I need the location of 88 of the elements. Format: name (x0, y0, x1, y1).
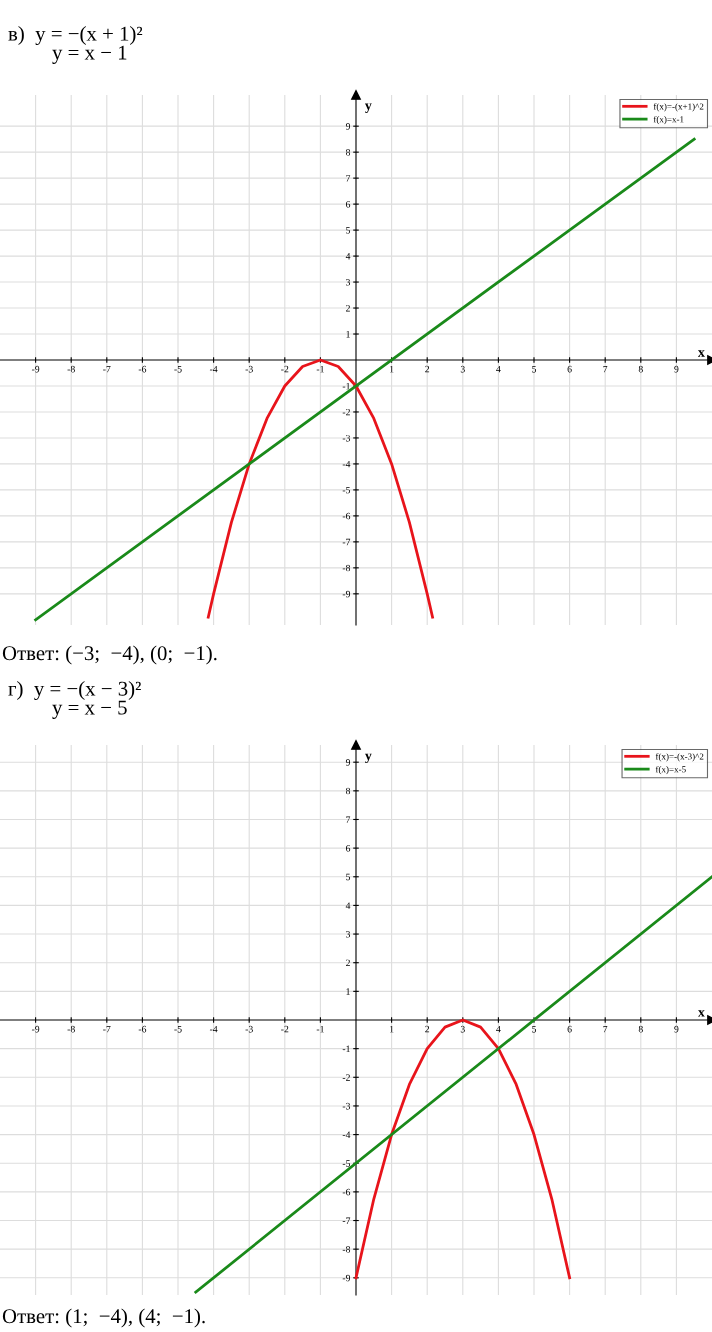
y-tick-label: 7 (346, 175, 351, 182)
y-tick-label: 2 (346, 304, 350, 312)
x-tick-label: -8 (67, 365, 75, 373)
y-tick-label: -2 (342, 408, 350, 416)
x-tick-label: 7 (603, 1025, 608, 1033)
x-tick-label: -6 (138, 1025, 147, 1033)
y-tick-label: 8 (345, 149, 351, 156)
x-tick-label: 9 (674, 365, 679, 373)
text: Ответ: (−3; −4), (0; −1). (2, 645, 217, 665)
y-tick-label: 3 (346, 278, 351, 286)
y-tick-label: -5 (342, 486, 351, 494)
y-tick-label: 7 (346, 816, 351, 823)
x-tick-label: 7 (603, 365, 608, 373)
y-tick-label: 9 (345, 759, 351, 766)
x-tick-label: -5 (174, 365, 182, 373)
y-tick-label: -1 (342, 1045, 350, 1053)
y-tick-label: -8 (342, 1246, 351, 1253)
y-axis-title: y (365, 103, 372, 113)
y-tick-label: -7 (342, 538, 351, 546)
x-tick-label: -2 (281, 365, 289, 373)
x-tick-label: -4 (209, 365, 218, 373)
x-tick-label: 9 (674, 1025, 679, 1033)
x-tick-label: -3 (245, 1025, 253, 1033)
x-tick-label: 2 (425, 365, 430, 373)
y-tick-label: -5 (342, 1160, 351, 1167)
x-axis-title: x (697, 350, 705, 357)
y-tick-label: -2 (342, 1074, 350, 1081)
chart-title: в) y = −(x + 1)² (8, 26, 143, 45)
x-tick-label: -7 (103, 1025, 111, 1033)
chart-subtitle: y = x − 5 (52, 700, 127, 719)
x-tick-label: -8 (67, 1025, 75, 1033)
x-tick-label: 8 (638, 365, 643, 373)
x-tick-label: -1 (316, 365, 324, 373)
y-tick-label: -3 (342, 1102, 351, 1110)
y-tick-label: 3 (346, 931, 351, 938)
y-tick-label: 5 (346, 873, 351, 881)
y-tick-label: 6 (346, 845, 351, 852)
x-tick-label: 8 (638, 1025, 643, 1033)
x-tick-label: -2 (281, 1025, 289, 1033)
y-tick-label: -4 (342, 460, 351, 468)
y-tick-label: -6 (342, 512, 351, 520)
x-tick-label: 3 (460, 1025, 465, 1033)
legend-label: f(x)=x-5 (655, 765, 686, 775)
y-tick-label: 1 (346, 988, 350, 995)
x-tick-label: 5 (532, 1025, 537, 1033)
text: Ответ: (1; −4), (4; −1). (2, 1308, 205, 1328)
y-tick-label: -8 (342, 564, 351, 572)
x-tick-label: 1 (390, 365, 394, 373)
x-tick-label: 2 (425, 1025, 430, 1033)
y-tick-label: -1 (342, 382, 350, 390)
x-axis-title: x (697, 1010, 705, 1017)
chart-subtitle: y = x − 1 (52, 45, 127, 64)
x-tick-label: 1 (390, 1025, 394, 1033)
y-tick-label: -4 (342, 1131, 351, 1138)
y-tick-label: 2 (346, 959, 350, 967)
x-tick-label: 4 (496, 365, 501, 373)
x-tick-label: -1 (316, 1025, 324, 1033)
y-tick-label: -9 (342, 590, 351, 598)
x-tick-label: 4 (496, 1025, 501, 1033)
x-tick-label: -4 (209, 1025, 218, 1033)
x-tick-label: 6 (567, 1025, 572, 1033)
line-series (206, 358, 434, 619)
y-tick-label: 1 (346, 330, 350, 338)
legend-label: f(x)=x-1 (653, 115, 684, 125)
y-axis-title: y (365, 753, 372, 764)
y-tick-label: -9 (342, 1274, 351, 1282)
x-tick-label: -7 (103, 365, 111, 373)
x-tick-label: -6 (138, 365, 147, 373)
chart-title: г) y = −(x − 3)² (8, 681, 141, 700)
y-tick-label: -6 (342, 1188, 351, 1196)
x-tick-label: -3 (245, 365, 253, 373)
x-tick-label: -5 (174, 1025, 182, 1033)
y-tick-label: -7 (342, 1217, 351, 1224)
line-series (354, 1018, 571, 1280)
x-tick-label: -9 (31, 365, 40, 373)
x-tick-label: -9 (31, 1025, 40, 1033)
x-tick-label: 3 (460, 365, 465, 373)
y-tick-label: 4 (345, 902, 351, 909)
legend-label: f(x)=-(x-3)^2 (655, 753, 704, 762)
y-tick-label: 4 (345, 253, 351, 260)
x-tick-label: 6 (567, 365, 572, 373)
y-tick-label: 5 (346, 227, 351, 234)
x-tick-label: 5 (532, 365, 537, 373)
legend-label: f(x)=-(x+1)^2 (653, 103, 704, 112)
y-tick-label: 8 (345, 787, 351, 795)
y-tick-label: 6 (346, 201, 351, 208)
y-tick-label: -3 (342, 434, 351, 442)
y-tick-label: 9 (345, 123, 351, 130)
